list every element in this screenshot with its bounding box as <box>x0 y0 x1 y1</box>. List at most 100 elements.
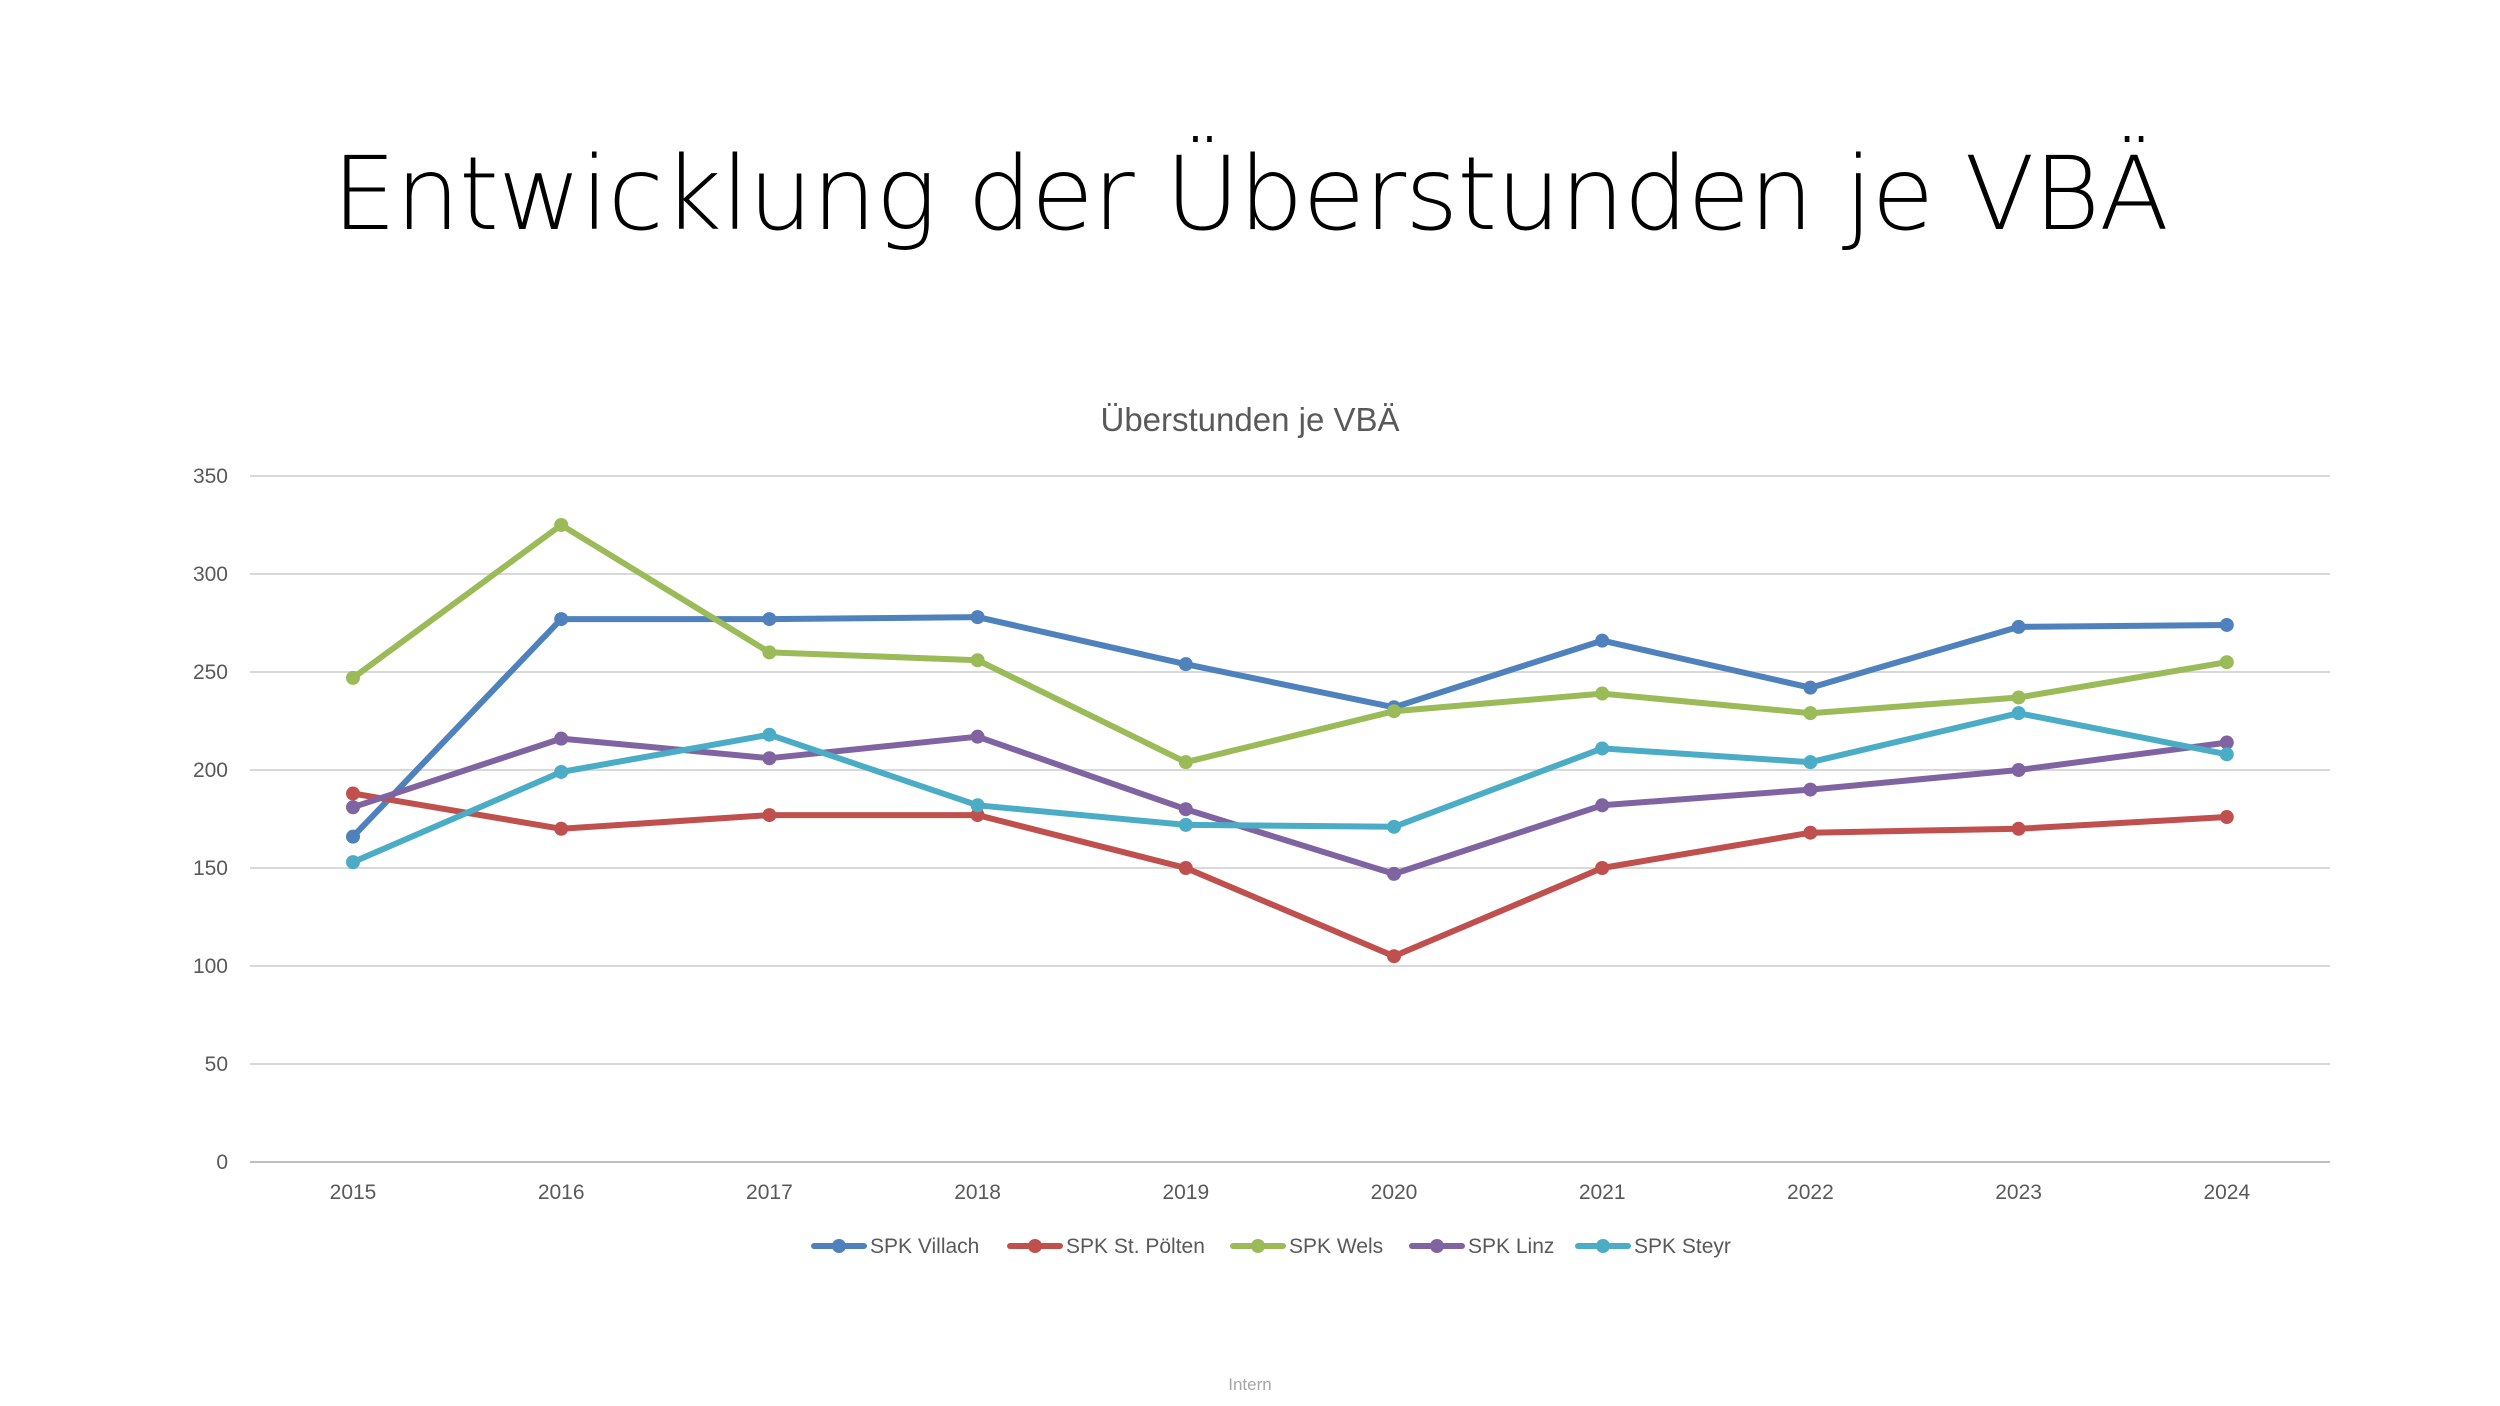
data-point <box>1387 704 1401 719</box>
data-point <box>1178 802 1193 817</box>
data-point <box>762 751 777 766</box>
data-point <box>1803 706 1818 721</box>
series-line <box>350 710 2230 866</box>
data-point <box>2219 655 2234 670</box>
x-tick-label: 2019 <box>1162 1181 1209 1204</box>
legend-label: SPK Wels <box>1289 1235 1383 1258</box>
legend-marker <box>1251 1239 1265 1253</box>
data-point <box>2011 821 2026 836</box>
legend-label: SPK Steyr <box>1634 1235 1731 1258</box>
x-tick-label: 2022 <box>1787 1181 1834 1204</box>
data-point <box>346 670 360 685</box>
x-tick-label: 2024 <box>2203 1181 2250 1204</box>
y-tick-label: 100 <box>193 955 228 978</box>
legend-marker <box>1430 1239 1444 1253</box>
data-point <box>1387 866 1401 881</box>
data-point <box>1178 817 1193 832</box>
data-point <box>1178 657 1193 672</box>
data-point <box>2219 735 2234 750</box>
data-point <box>2219 617 2234 632</box>
data-point <box>1595 686 1610 701</box>
data-point <box>762 808 777 823</box>
series-line <box>350 522 2230 766</box>
legend-marker <box>832 1239 846 1253</box>
data-point <box>970 610 985 625</box>
chart-title: Überstunden je VBÄ <box>1100 401 1399 438</box>
data-point <box>970 653 985 668</box>
legend-label: SPK St. Pölten <box>1066 1235 1205 1258</box>
data-point <box>2011 706 2026 721</box>
data-point <box>2011 619 2026 634</box>
x-tick-label: 2018 <box>954 1181 1001 1204</box>
series-line <box>350 790 2230 960</box>
data-point <box>1178 755 1193 770</box>
data-point <box>762 612 777 627</box>
y-tick-label: 350 <box>193 465 228 488</box>
gridlines <box>250 475 2330 1163</box>
legend-item: SPK Villach <box>811 1235 979 1258</box>
data-point <box>1803 755 1818 770</box>
data-point <box>970 798 985 813</box>
legend-label: SPK Villach <box>870 1235 979 1258</box>
legend: SPK Villach SPK St. Pölten SPK Wels SPK Lin… <box>811 1235 1731 1258</box>
data-point <box>1803 782 1818 797</box>
y-tick-label: 0 <box>216 1151 228 1174</box>
legend-item: SPK Linz <box>1409 1235 1554 1258</box>
data-point <box>554 764 569 779</box>
data-point <box>2219 810 2234 825</box>
data-point <box>762 645 777 660</box>
series-spk-st-p-lten <box>346 786 2234 964</box>
legend-marker <box>1596 1239 1610 1253</box>
series-spk-steyr <box>346 706 2234 870</box>
data-point <box>346 786 360 801</box>
data-point <box>1178 861 1193 875</box>
data-point <box>554 612 569 627</box>
legend-item: SPK Wels <box>1230 1235 1383 1258</box>
footer-label: Intern <box>1228 1375 1272 1394</box>
data-point <box>1387 819 1401 834</box>
y-axis-ticks: 0 50 100 150 200 250 300 350 <box>193 465 228 1174</box>
data-point <box>2011 690 2026 705</box>
series-spk-wels <box>346 518 2234 770</box>
y-tick-label: 50 <box>205 1053 228 1076</box>
data-point <box>1595 861 1610 875</box>
data-point <box>970 808 985 823</box>
data-point <box>554 518 569 532</box>
series-line <box>350 733 2230 877</box>
data-point <box>346 855 360 870</box>
y-tick-label: 200 <box>193 759 228 782</box>
data-point <box>554 731 569 746</box>
x-tick-label: 2021 <box>1579 1181 1626 1204</box>
legend-item: SPK Steyr <box>1575 1235 1731 1258</box>
data-point <box>1595 633 1610 648</box>
data-point <box>1595 798 1610 813</box>
data-point <box>554 821 569 836</box>
data-point <box>1803 825 1818 840</box>
series-line <box>350 614 2230 840</box>
legend-label: SPK Linz <box>1468 1235 1554 1258</box>
data-point <box>1595 741 1610 756</box>
data-point <box>1803 680 1818 695</box>
y-tick-label: 250 <box>193 661 228 684</box>
y-tick-label: 150 <box>193 857 228 880</box>
series-spk-linz <box>346 729 2234 881</box>
legend-item: SPK St. Pölten <box>1007 1235 1205 1258</box>
x-tick-label: 2023 <box>1995 1181 2042 1204</box>
data-point <box>970 729 985 744</box>
legend-marker <box>1028 1239 1042 1253</box>
x-tick-label: 2015 <box>330 1181 377 1204</box>
data-point <box>2219 747 2234 762</box>
x-tick-label: 2016 <box>538 1181 585 1204</box>
x-tick-label: 2020 <box>1371 1181 1418 1204</box>
data-point <box>346 829 360 844</box>
x-tick-label: 2017 <box>746 1181 793 1204</box>
data-point <box>1387 949 1401 964</box>
data-point <box>2011 763 2026 777</box>
series-spk-villach <box>346 610 2234 844</box>
series-group <box>346 518 2234 964</box>
data-point <box>346 800 360 815</box>
slide-title: Entwicklung der Überstunden je VBÄ <box>331 135 2169 254</box>
data-point <box>762 727 777 742</box>
x-axis-ticks: 2015 2016 2017 2018 2019 2020 2021 2022 2023 2024 <box>330 1181 2251 1204</box>
